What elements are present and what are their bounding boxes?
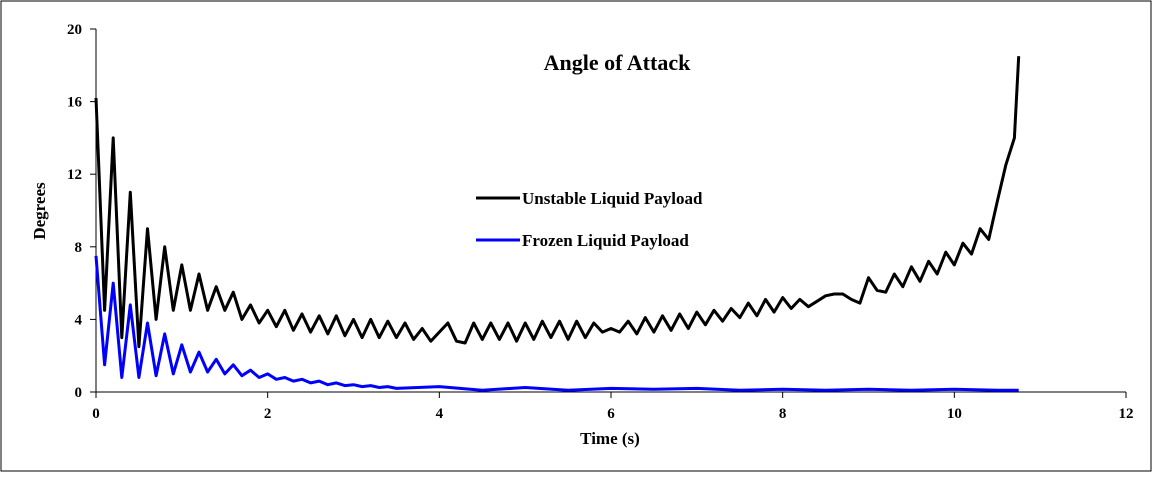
legend-label: Unstable Liquid Payload (522, 189, 703, 208)
x-tick-label: 0 (92, 406, 100, 422)
series-line (94, 255, 1019, 392)
y-tick-label: 16 (67, 95, 83, 111)
y-axis-label: Degrees (30, 182, 49, 240)
y-tick-label: 4 (75, 312, 83, 328)
y-tick-label: 0 (75, 385, 83, 401)
x-tick-label: 2 (264, 406, 272, 422)
y-tick-label: 8 (75, 240, 83, 256)
x-axis-label: Time (s) (580, 429, 640, 448)
x-tick-label: 4 (436, 406, 444, 422)
chart-title: Angle of Attack (544, 50, 691, 75)
series-line (94, 56, 1021, 349)
legend-label: Frozen Liquid Payload (522, 231, 689, 250)
y-tick-label: 20 (67, 22, 82, 38)
x-tick-label: 12 (1119, 406, 1134, 422)
x-tick-label: 10 (947, 406, 962, 422)
x-tick-label: 8 (779, 406, 787, 422)
y-tick-label: 12 (67, 167, 82, 183)
x-tick-label: 6 (607, 406, 615, 422)
